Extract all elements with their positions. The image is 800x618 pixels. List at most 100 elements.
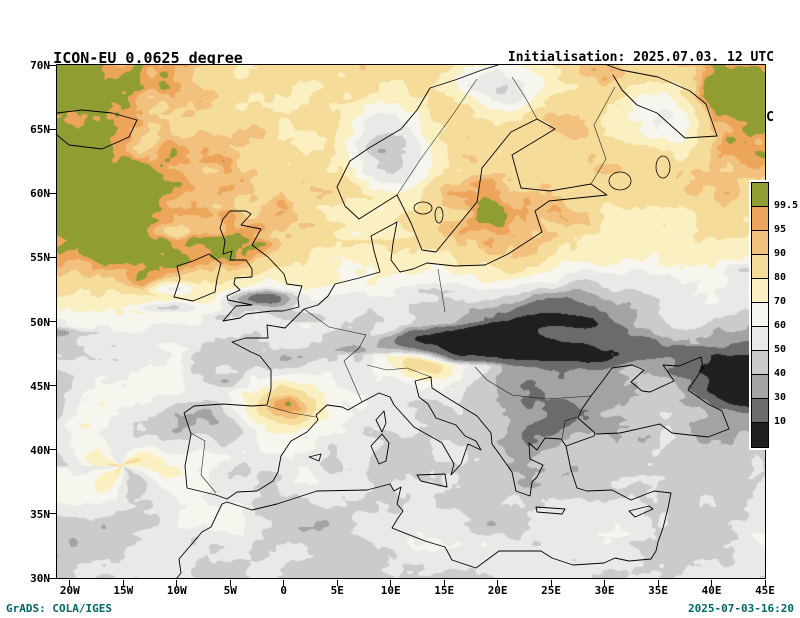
colorbar-cell xyxy=(752,207,768,231)
coastlines-overlay xyxy=(57,65,730,578)
lon-tick xyxy=(764,580,766,586)
cloud-field-canvas xyxy=(57,65,765,578)
colorbar-label: 90 xyxy=(774,248,787,259)
lat-tick xyxy=(49,128,56,130)
lon-label: 25E xyxy=(541,584,562,597)
lon-label: 35E xyxy=(648,584,668,597)
coastline-path xyxy=(226,356,730,500)
lon-tick xyxy=(550,580,552,586)
lat-label: 65N xyxy=(30,123,50,137)
lon-label: 10E xyxy=(380,584,401,597)
coastline-path xyxy=(176,445,672,578)
coastline-path xyxy=(219,210,303,322)
lat-label: 50N xyxy=(30,315,50,329)
colorbar-legend xyxy=(751,182,769,448)
colorbar-cell xyxy=(752,279,768,303)
lat-tick xyxy=(49,513,56,515)
lon-label: 20W xyxy=(59,584,80,597)
coastline-path xyxy=(606,65,718,139)
lon-tick xyxy=(604,580,606,586)
lon-label: 0 xyxy=(280,584,288,597)
coastline-path xyxy=(416,473,448,488)
lat-label: 45N xyxy=(30,379,50,393)
grads-stamp: GrADS: COLA/IGES xyxy=(6,602,112,615)
colorbar-label: 99.5 xyxy=(774,200,799,211)
lat-tick xyxy=(49,321,56,322)
lon-tick xyxy=(122,580,124,586)
lat-label: 70N xyxy=(30,59,50,72)
colorbar-cell xyxy=(752,303,768,327)
coastline-path xyxy=(370,433,390,465)
lon-tick xyxy=(176,580,178,586)
colorbar-cell xyxy=(752,255,768,279)
lon-tick xyxy=(497,580,499,586)
border-path xyxy=(396,78,478,196)
lon-tick xyxy=(283,580,285,586)
lakes-group xyxy=(413,155,671,224)
lon-label: 15E xyxy=(434,584,455,597)
lon-tick xyxy=(336,580,338,586)
coastlines-group xyxy=(57,65,730,578)
colorbar-cell xyxy=(752,327,768,351)
lon-label: 15W xyxy=(113,584,134,597)
lat-tick xyxy=(49,192,56,194)
lon-tick xyxy=(711,580,713,586)
colorbar-label: 70 xyxy=(774,296,787,307)
colorbar-label: 60 xyxy=(774,320,787,331)
colorbar-label: 10 xyxy=(774,416,787,427)
colorbar-cell xyxy=(752,183,768,207)
lat-tick xyxy=(49,256,56,258)
creation-timestamp: 2025-07-03-16:20 xyxy=(688,602,794,615)
coastline-path xyxy=(173,253,222,302)
lat-tick xyxy=(49,385,56,387)
lat-label: 55N xyxy=(30,251,50,265)
colorbar-label: 95 xyxy=(774,224,787,235)
border-path xyxy=(561,416,578,440)
coastline-path xyxy=(57,109,138,150)
lat-tick xyxy=(49,449,56,451)
colorbar-cell xyxy=(752,399,768,423)
border-path xyxy=(303,308,367,403)
colorbar-cell xyxy=(752,375,768,399)
lat-label: 30N xyxy=(30,572,50,585)
colorbar-label: 30 xyxy=(774,392,787,403)
lon-tick xyxy=(657,580,659,586)
lon-label: 5W xyxy=(223,584,237,597)
colorbar-label: 80 xyxy=(774,272,787,283)
lon-label: 10W xyxy=(166,584,187,597)
border-path xyxy=(366,364,432,378)
border-path xyxy=(266,405,317,418)
coastline-path xyxy=(375,410,387,433)
coastline-path xyxy=(628,505,654,518)
lon-label: 5E xyxy=(330,584,344,597)
lon-label: 30E xyxy=(594,584,615,597)
colorbar-cell xyxy=(752,231,768,255)
border-path xyxy=(590,86,616,185)
colorbar-label: 50 xyxy=(774,344,787,355)
colorbar-label: 40 xyxy=(774,368,787,379)
lon-tick xyxy=(69,580,71,586)
lat-label: 60N xyxy=(30,187,50,201)
country-borders-group xyxy=(190,76,616,494)
lake-outline xyxy=(413,201,433,215)
lon-label: 20E xyxy=(487,584,508,597)
map-frame xyxy=(56,64,766,579)
border-path xyxy=(437,268,446,313)
border-path xyxy=(190,432,217,494)
lon-label: 45E xyxy=(755,584,775,597)
lat-label: 40N xyxy=(30,443,50,457)
lat-tick xyxy=(49,64,56,66)
coastline-path xyxy=(183,65,608,500)
lon-tick xyxy=(443,580,445,586)
model-title: ICON-EU 0.0625 degree xyxy=(53,49,243,67)
lon-tick xyxy=(229,580,231,586)
lat-label: 35N xyxy=(30,507,50,521)
coastline-path xyxy=(308,453,322,462)
lon-tick xyxy=(390,580,392,586)
border-path xyxy=(474,366,592,400)
border-path xyxy=(511,76,538,120)
lon-label: 40E xyxy=(701,584,722,597)
colorbar-cell xyxy=(752,351,768,375)
lake-outline xyxy=(608,171,632,191)
